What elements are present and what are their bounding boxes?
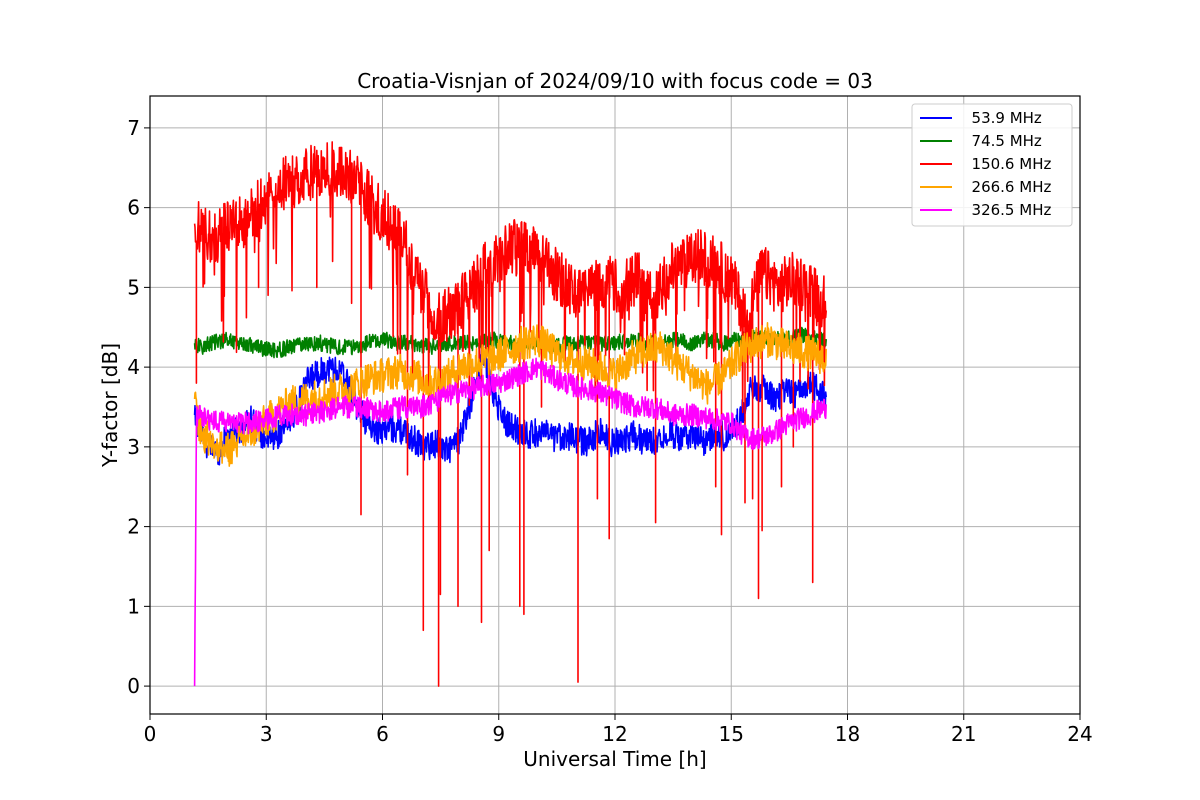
legend-box [911,103,1073,227]
x-tick-label: 12 [602,722,627,746]
x-tick-label: 9 [492,722,505,746]
y-tick-label: 3 [127,435,140,459]
y-tick-label: 0 [127,674,140,698]
y-tick-label: 4 [127,355,140,379]
x-tick-label: 15 [719,722,744,746]
y-axis-label: Y-factor [dB] [98,343,122,468]
series-line-3 [193,322,827,467]
legend-label: 53.9 MHz [962,109,1042,127]
legend-label: 150.6 MHz [962,155,1051,173]
series-line-4 [193,357,827,687]
x-tick-label: 3 [260,722,273,746]
y-tick-label: 7 [127,116,140,140]
y-tick-label: 1 [127,594,140,618]
legend-label: 326.5 MHz [962,201,1051,219]
x-tick-label: 0 [144,722,157,746]
legend-label: 266.6 MHz [962,178,1051,196]
x-tick-label: 21 [951,722,976,746]
y-tick-label: 6 [127,196,140,220]
y-tick-label: 2 [127,515,140,539]
chart-title: Croatia-Visnjan of 2024/09/10 with focus… [357,69,873,93]
x-tick-label: 6 [376,722,389,746]
legend-label: 74.5 MHz [962,132,1042,150]
legend: 53.9 MHz 74.5 MHz 150.6 MHz 266.6 MHz 32… [911,103,1073,227]
series-group [193,141,827,687]
x-tick-label: 24 [1067,722,1092,746]
series-line-2 [193,141,827,687]
y-tick-label: 5 [127,275,140,299]
x-axis-label: Universal Time [h] [523,747,706,771]
x-tick-label: 18 [835,722,860,746]
